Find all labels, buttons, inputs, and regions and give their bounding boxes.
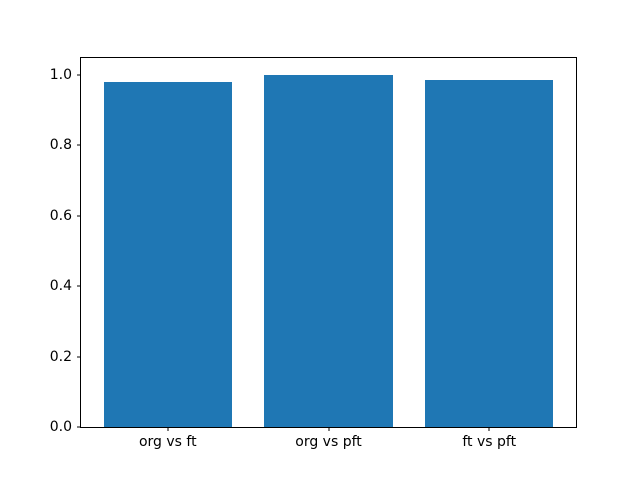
bar-3 xyxy=(424,79,554,427)
y-tick-mark xyxy=(77,356,81,358)
x-tick-mark xyxy=(167,427,169,431)
y-tick-label: 0.2 xyxy=(49,348,72,365)
plot-area: org vs ft org vs pft ft vs pft 0.0 0.2 0.4 0.6… xyxy=(50,57,577,449)
y-tick-mark xyxy=(77,215,81,217)
y-tick-label: 1.0 xyxy=(49,66,72,83)
x-tick-label: org vs pft xyxy=(295,434,362,450)
x-tick-label: ft vs pft xyxy=(462,434,517,450)
x-tick-mark xyxy=(328,427,329,431)
x-tick-label: org vs ft xyxy=(138,434,197,450)
y-tick-label: 0.8 xyxy=(49,137,72,154)
x-tick-mark xyxy=(488,427,490,431)
y-tick-mark xyxy=(77,144,81,146)
y-tick-mark xyxy=(77,426,81,428)
y-tick-label: 0.4 xyxy=(49,278,72,295)
y-tick-label: 0.6 xyxy=(49,207,72,224)
y-tick-mark xyxy=(77,285,81,287)
y-tick-mark xyxy=(77,74,81,76)
bar-1 xyxy=(103,82,233,427)
bar-2 xyxy=(264,75,393,427)
y-tick-label: 0.0 xyxy=(49,419,72,435)
